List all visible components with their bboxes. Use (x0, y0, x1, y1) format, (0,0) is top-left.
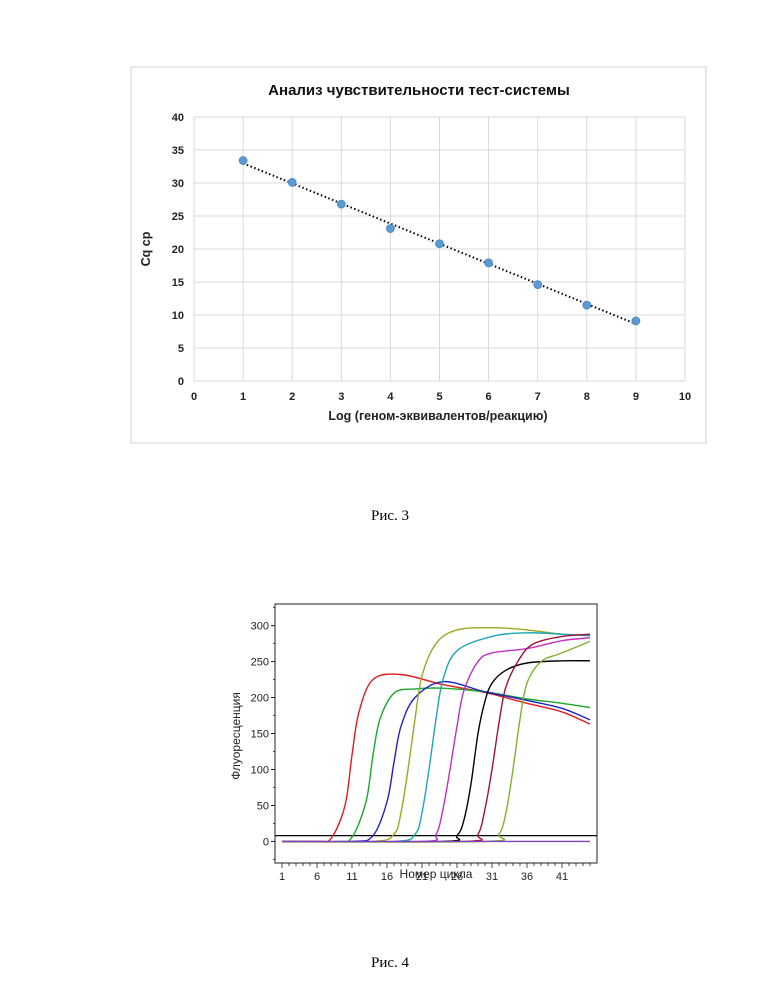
y-tick-label: 10 (172, 310, 184, 322)
x-tick-label: 6 (486, 391, 492, 403)
x-tick-label: 3 (338, 391, 344, 403)
chart-frame (131, 67, 706, 443)
y-tick-label: 0 (178, 376, 184, 388)
x-tick-label: 7 (535, 391, 541, 403)
data-point (386, 225, 394, 233)
x-tick-label: 31 (486, 871, 498, 883)
data-point (485, 259, 493, 267)
amplification-chart: 0501001502002503001611162126313641 Номер… (0, 580, 780, 1000)
y-tick-label: 15 (172, 277, 184, 289)
y-tick-label: 200 (251, 693, 269, 705)
y-tick-label: 50 (257, 800, 269, 812)
amplification-curve (282, 638, 590, 842)
sensitivity-chart: Анализ чувствительности тест-системы 0 1 2… (0, 0, 780, 480)
y-tick-label: 0 (263, 836, 269, 848)
x-tick-label: 36 (521, 871, 533, 883)
x-tick-label: 41 (556, 871, 568, 883)
data-point (337, 200, 345, 208)
x-tick-label: 5 (436, 391, 442, 403)
y-tick-label: 30 (172, 178, 184, 190)
x-tick-label: 8 (584, 391, 590, 403)
x-tick-label: 11 (346, 871, 357, 883)
x-tick-label: 2 (289, 391, 295, 403)
amplification-curve (282, 641, 590, 842)
x-tick-label: 1 (240, 391, 246, 403)
y-tick-label: 25 (172, 211, 184, 223)
amplification-curve (282, 674, 590, 842)
y-tick-label: 40 (172, 112, 184, 124)
figure-caption-4: Рис. 4 (0, 955, 780, 972)
figure-caption-3: Рис. 3 (0, 508, 780, 525)
x-tick-label: 1 (279, 871, 285, 883)
data-point (632, 317, 640, 325)
y-axis-label: Флуоресценция (229, 692, 243, 780)
y-tick-label: 250 (251, 657, 269, 669)
y-tick-label: 5 (178, 343, 184, 355)
x-tick-label: 9 (633, 391, 639, 403)
x-tick-label: 16 (381, 871, 393, 883)
y-tick-label: 20 (172, 244, 184, 256)
amplification-curve (282, 634, 590, 842)
x-axis-label: Log (геном-эквивалентов/реакцию) (328, 409, 547, 423)
data-point (583, 301, 591, 309)
y-axis-label: Cq ср (139, 231, 153, 266)
amplification-curve (282, 682, 590, 842)
data-point (288, 178, 296, 186)
y-tick-label: 300 (251, 621, 269, 633)
x-tick-label: 10 (679, 391, 691, 403)
amplification-curve (282, 633, 590, 842)
chart-title: Анализ чувствительности тест-системы (268, 82, 570, 99)
x-tick-label: 4 (387, 391, 394, 403)
x-tick-label: 6 (314, 871, 320, 883)
y-tick-label: 150 (251, 729, 269, 741)
data-point (534, 281, 542, 289)
x-tick-label: 0 (191, 391, 197, 403)
y-tick-label: 35 (172, 145, 184, 157)
amplification-curve (282, 688, 590, 842)
data-point (436, 240, 444, 248)
x-axis-label: Номер цикла (400, 867, 473, 881)
data-point (239, 157, 247, 165)
y-tick-label: 100 (251, 764, 269, 776)
